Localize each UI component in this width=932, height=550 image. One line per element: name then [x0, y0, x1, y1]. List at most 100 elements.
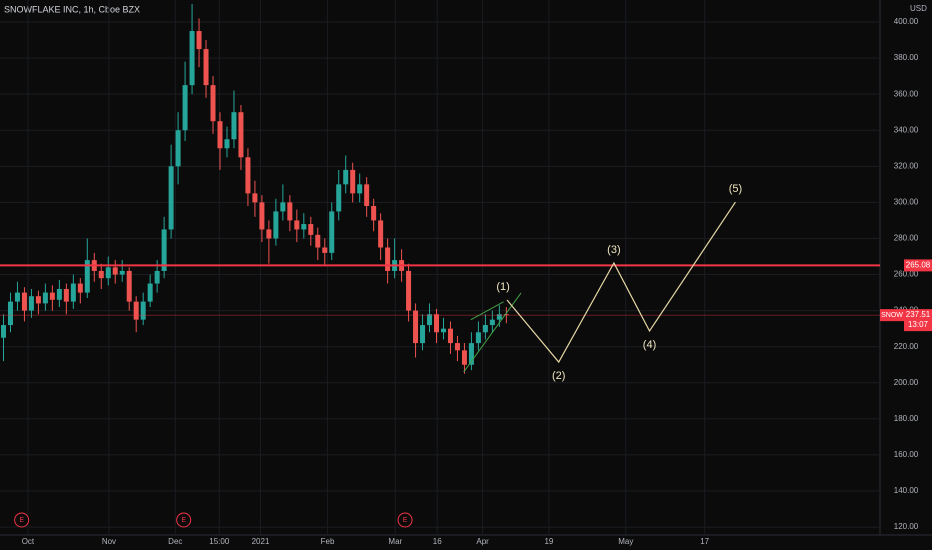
- candle-body: [168, 166, 174, 230]
- candle-body: [308, 224, 314, 235]
- earnings-marker: [397, 512, 413, 528]
- candle-body: [42, 292, 48, 304]
- earnings-label: E: [19, 517, 24, 524]
- candle-body: [461, 350, 467, 365]
- x-tick-label: Dec: [168, 537, 182, 546]
- y-tick-label: 300.00: [894, 198, 919, 207]
- candle-body: [224, 139, 230, 149]
- candle-body: [287, 202, 293, 221]
- candle-body: [175, 130, 181, 167]
- y-tick-label: 220.00: [894, 342, 919, 351]
- candle-body: [77, 283, 83, 293]
- candle-body: [105, 267, 111, 279]
- y-tick-label: 380.00: [894, 53, 919, 62]
- y-tick-label: 280.00: [894, 234, 919, 243]
- y-tick-label: 140.00: [894, 486, 919, 495]
- candle-body: [231, 112, 237, 140]
- candle-body: [350, 169, 356, 194]
- y-tick-label: 200.00: [894, 378, 919, 387]
- candle-body: [434, 314, 440, 333]
- candle-body: [203, 49, 209, 86]
- x-tick-label: Nov: [102, 537, 116, 546]
- y-tick-label: 160.00: [894, 450, 919, 459]
- candle-body: [245, 157, 251, 194]
- candle-body: [210, 85, 216, 122]
- candle-body: [273, 211, 279, 239]
- candle-body: [385, 247, 391, 271]
- earnings-label: E: [181, 517, 186, 524]
- wave-line: [506, 201, 736, 364]
- earnings-marker: [176, 512, 192, 528]
- candle-body: [301, 224, 307, 230]
- candle-body: [343, 169, 349, 185]
- wave-label: (1): [496, 281, 509, 293]
- wave-label: (4): [643, 339, 656, 351]
- candle-body: [189, 31, 195, 86]
- candle-body: [496, 314, 502, 320]
- last-price-label: 237.51: [906, 310, 931, 319]
- candle-body: [371, 206, 377, 221]
- candle-body: [266, 229, 272, 239]
- x-tick-label: 2021: [252, 537, 270, 546]
- candle-body: [364, 184, 370, 207]
- x-tick-label: Feb: [321, 537, 335, 546]
- x-tick-label: 17: [700, 537, 709, 546]
- symbol-label: SNOW: [881, 312, 903, 319]
- candle-body: [252, 193, 258, 203]
- y-tick-label: 360.00: [894, 89, 919, 98]
- y-tick-label: 340.00: [894, 125, 919, 134]
- candle-body: [161, 229, 167, 271]
- candle-body: [322, 247, 328, 253]
- countdown-label: 13:07: [908, 320, 929, 329]
- candle-body: [98, 270, 104, 279]
- candle-body: [454, 343, 460, 351]
- candle-body: [49, 292, 55, 300]
- candle-body: [482, 325, 488, 333]
- candle-body: [475, 332, 481, 344]
- candle-body: [294, 220, 300, 230]
- candle-body: [119, 270, 125, 275]
- earnings-marker: [14, 512, 30, 528]
- candle-body: [280, 202, 286, 212]
- x-tick-label: 15:00: [209, 537, 230, 546]
- candle-body: [336, 184, 342, 212]
- candle-body: [406, 270, 412, 311]
- y-tick-label: 120.00: [894, 522, 919, 531]
- candle-body: [217, 121, 223, 149]
- candle-body: [329, 211, 335, 253]
- candle-body: [28, 296, 34, 311]
- candle-body: [489, 319, 495, 326]
- candle-body: [440, 328, 446, 333]
- candle-body: [0, 325, 6, 338]
- x-tick-label: Mar: [388, 537, 402, 546]
- candle-body: [56, 288, 62, 300]
- x-tick-label: Oct: [22, 537, 35, 546]
- candle-body: [413, 310, 419, 344]
- candle-body: [7, 301, 13, 326]
- candle-body: [420, 325, 426, 344]
- candle-body: [238, 112, 244, 158]
- candle-body: [112, 267, 118, 275]
- currency: USD: [910, 4, 927, 13]
- wedge-line: [470, 301, 504, 321]
- x-tick-label: 19: [544, 537, 553, 546]
- candle-body: [147, 283, 153, 302]
- y-tick-label: 400.00: [894, 17, 919, 26]
- candle-body: [315, 234, 321, 248]
- candle-body: [133, 301, 139, 320]
- x-tick-label: May: [618, 537, 633, 546]
- price-label: 265.08: [906, 260, 931, 269]
- candle-body: [70, 283, 76, 302]
- wave-label: (5): [729, 183, 742, 195]
- candle-body: [84, 260, 90, 293]
- last-price-box: [904, 309, 932, 332]
- candle-body: [126, 270, 132, 302]
- candle-body: [447, 328, 453, 344]
- candle-body: [357, 184, 363, 194]
- candle-body: [140, 301, 146, 320]
- candle-body: [427, 314, 433, 326]
- candle-body: [378, 220, 384, 248]
- candle-body: [35, 296, 41, 304]
- candle-body: [182, 85, 188, 131]
- chart-title: SNOWFLAKE INC, 1h, Cboe BZX: [4, 4, 140, 14]
